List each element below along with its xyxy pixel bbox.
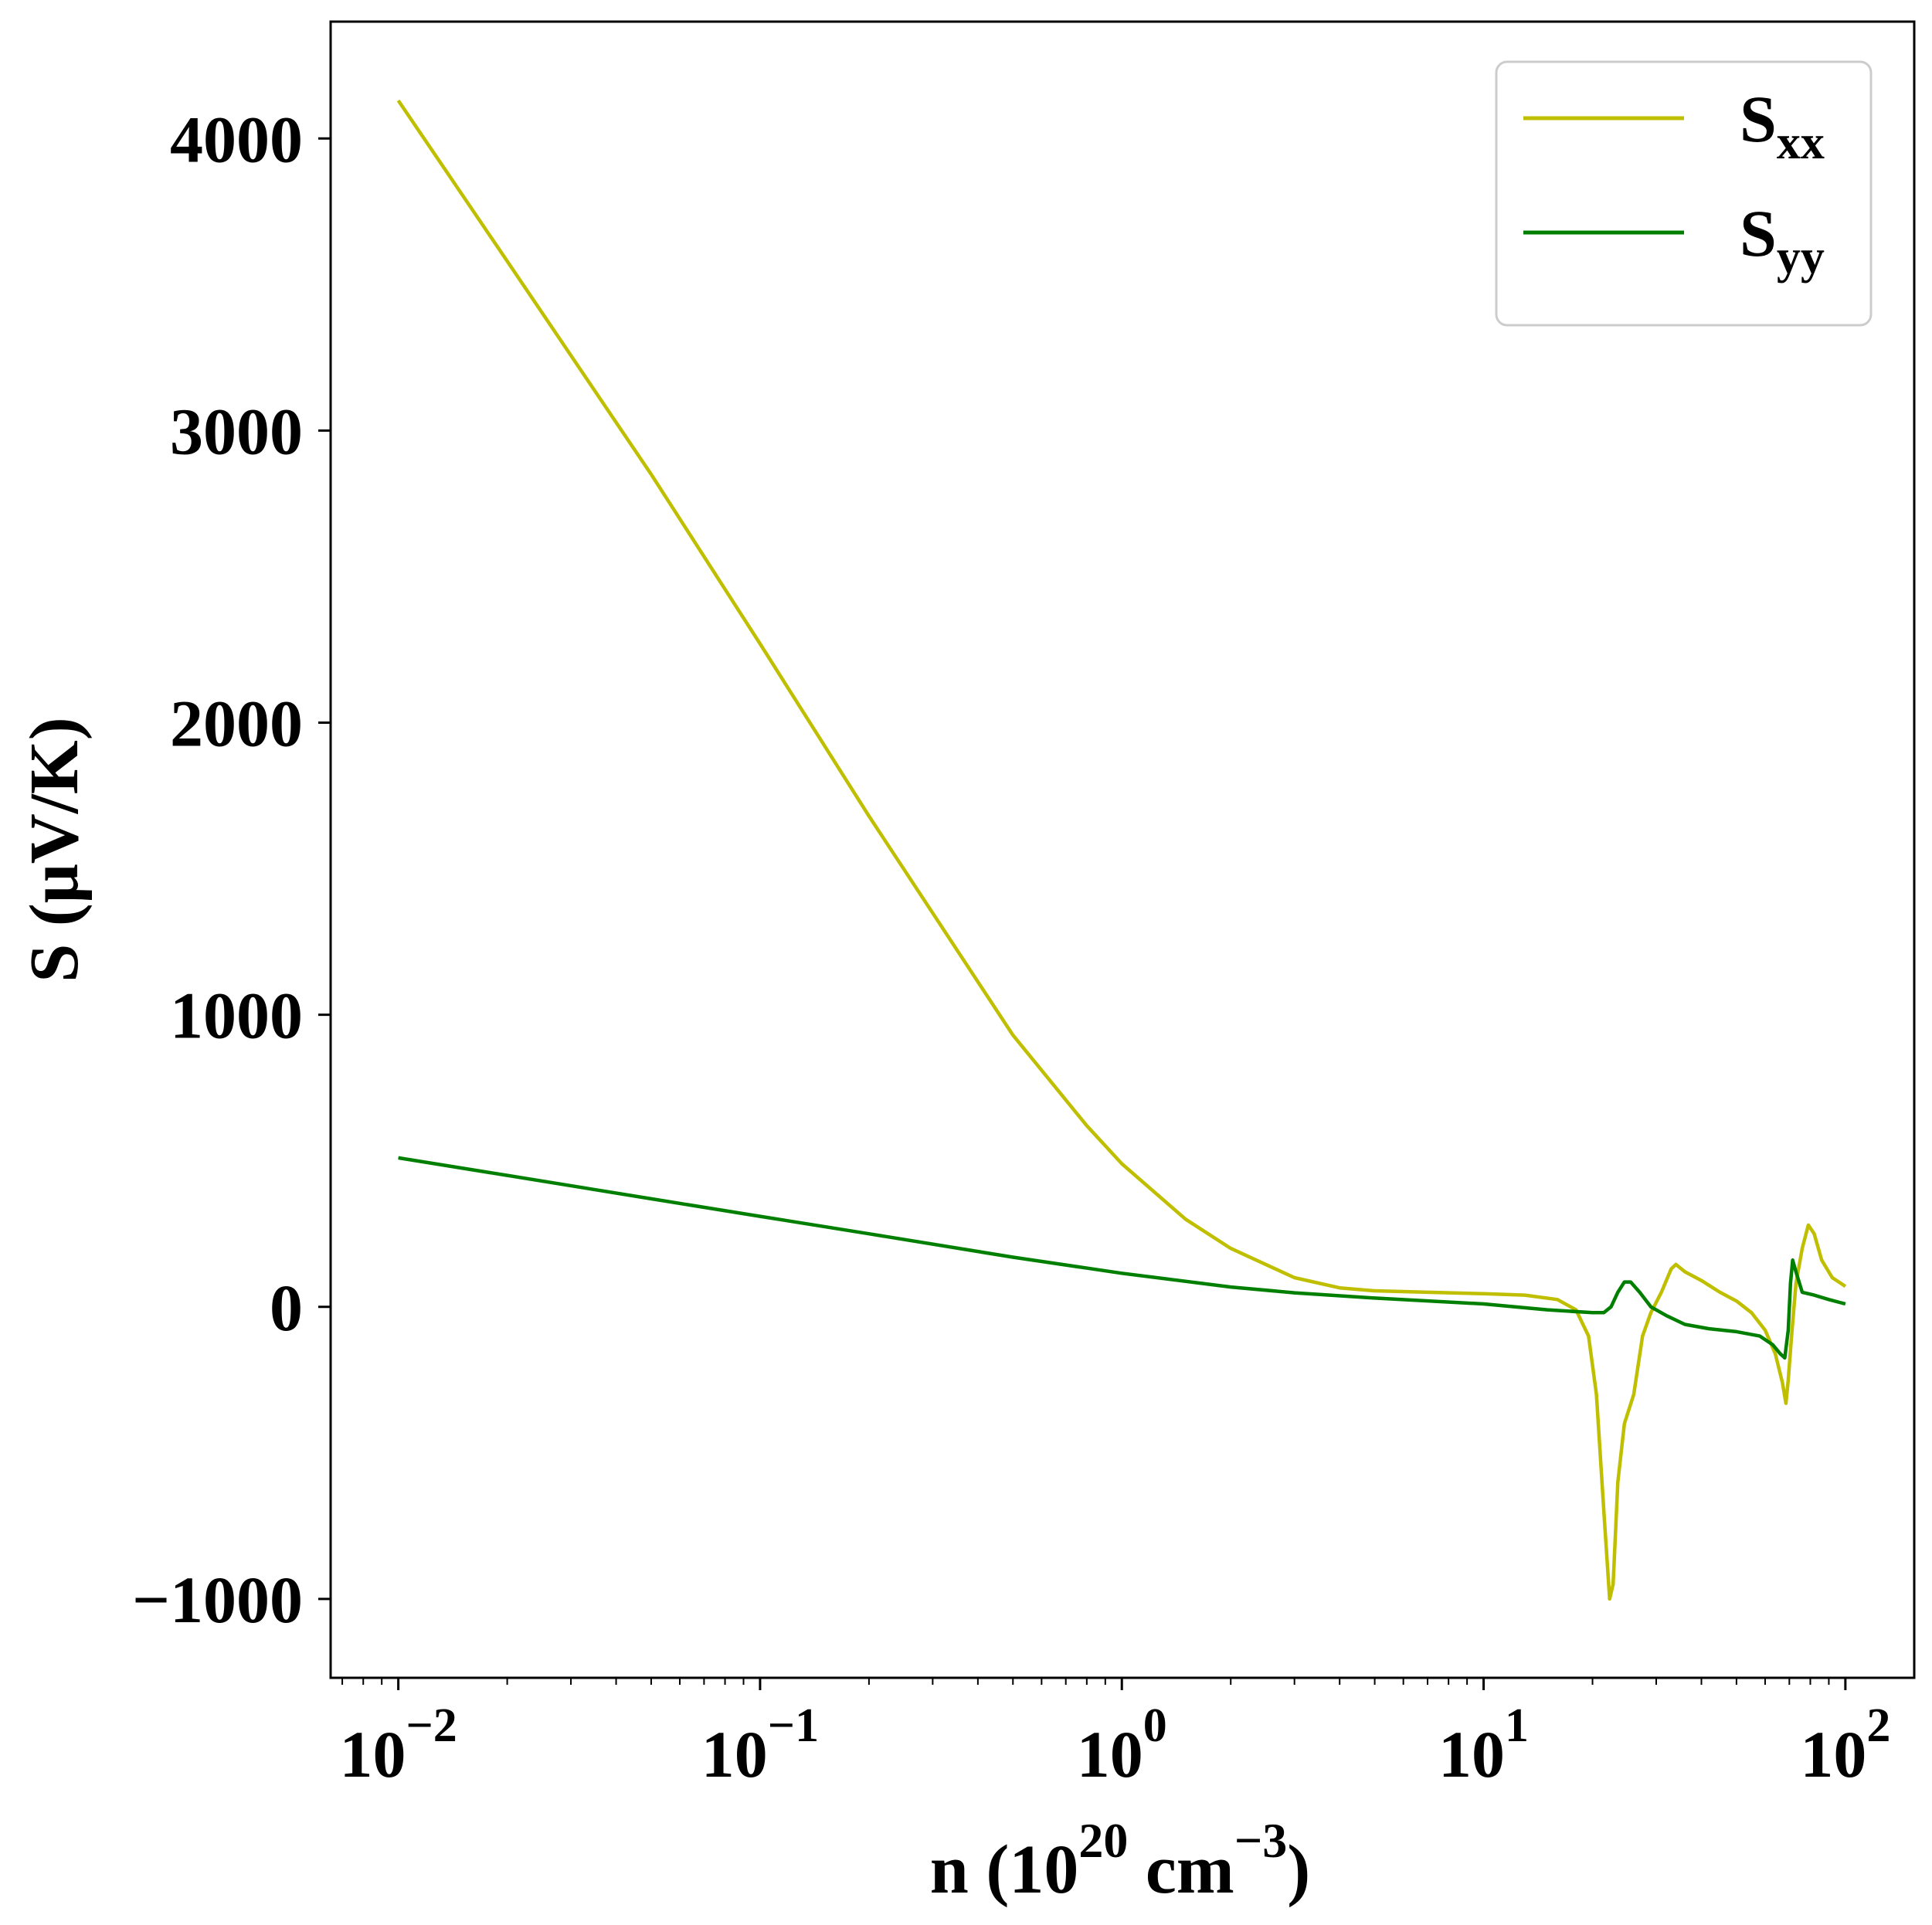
y-tick-label: 2000 (170, 687, 303, 761)
legend-label-yy: Syy (1740, 196, 1825, 283)
y-tick-label: 0 (270, 1271, 303, 1345)
legend: Sxx Syy (1495, 60, 1873, 327)
y-tick-label: 1000 (170, 979, 303, 1053)
x-tick-label: 100 (1077, 1699, 1167, 1791)
x-tick-label: 10−1 (701, 1699, 819, 1791)
axis-ticks (318, 137, 1847, 1690)
x-axis-title: n (1020 cm−3) (930, 1813, 1310, 1908)
y-tick-label: −1000 (132, 1563, 303, 1637)
y-tick-label: 3000 (170, 394, 303, 468)
y-axis-title: S (μV/K) (16, 717, 93, 983)
x-tick-label: 102 (1800, 1699, 1890, 1791)
series-line-yy (398, 1156, 1846, 1360)
legend-label-xx: Sxx (1740, 82, 1825, 169)
axis-labels: 10−2 10−1 100 101 102 −1000 0 1000 2000 3000 4000 n… (16, 102, 1890, 1908)
x-tick-label: 10−2 (339, 1699, 457, 1791)
y-tick-label: 4000 (170, 102, 303, 176)
x-tick-label: 101 (1438, 1699, 1529, 1791)
legend-box (1495, 60, 1873, 327)
series-line-xx (396, 99, 1847, 1601)
